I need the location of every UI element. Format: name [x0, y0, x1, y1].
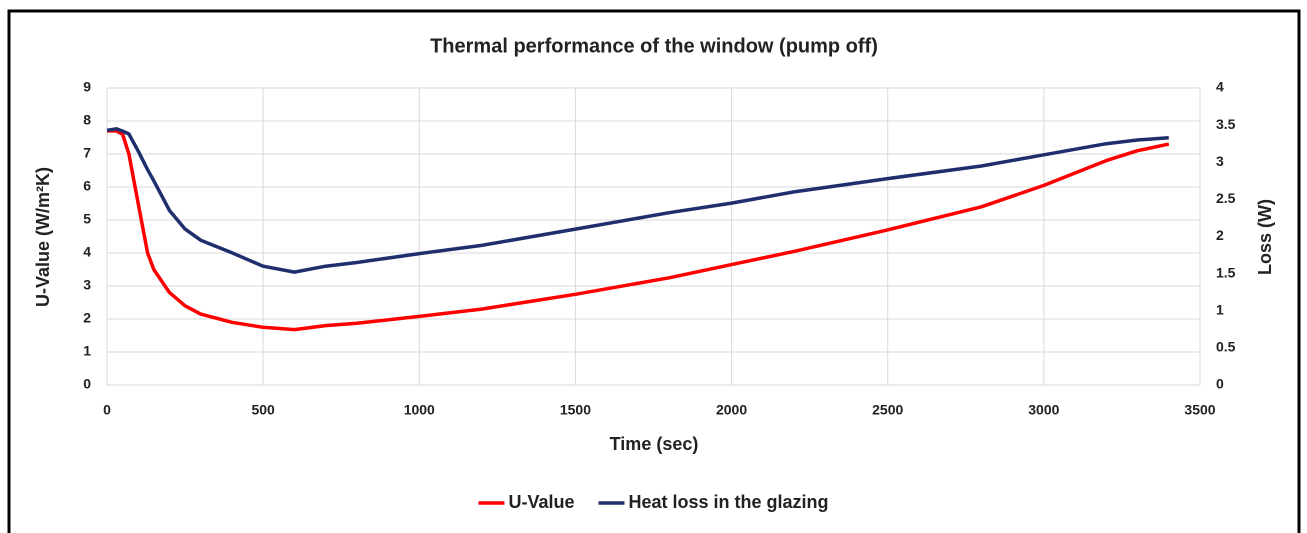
x-tick-label: 3500	[1184, 402, 1215, 418]
y2-tick-label: 3	[1216, 153, 1224, 169]
x-tick-label: 2500	[872, 402, 903, 418]
y-tick-label: 7	[83, 145, 91, 161]
y2-tick-label: 0	[1216, 376, 1224, 392]
y-tick-label: 3	[83, 277, 91, 293]
x-tick-label: 1500	[560, 402, 591, 418]
legend-label: U-Value	[508, 492, 574, 512]
y2-tick-label: 3.5	[1216, 116, 1236, 132]
y-tick-label: 6	[83, 178, 91, 194]
y-tick-label: 0	[83, 376, 91, 392]
chart-title: Thermal performance of the window (pump …	[430, 35, 878, 57]
y-tick-label: 9	[83, 79, 91, 95]
x-tick-label: 3000	[1028, 402, 1059, 418]
y2-tick-label: 1	[1216, 301, 1224, 317]
line-series	[106, 127, 1169, 274]
x-axis-label: Time (sec)	[610, 434, 699, 454]
y-tick-label: 8	[83, 112, 91, 128]
y2-tick-label: 1.5	[1216, 264, 1236, 280]
y2-tick-label: 2.5	[1216, 190, 1236, 206]
x-tick-label: 500	[251, 402, 275, 418]
y-tick-label: 5	[83, 211, 91, 227]
y-tick-label: 4	[83, 244, 91, 260]
x-tick-label: 2000	[716, 402, 747, 418]
y2-tick-label: 0.5	[1216, 339, 1236, 355]
y-tick-label: 1	[83, 343, 91, 359]
x-tick-label: 0	[103, 402, 111, 418]
y-axis-label: U-Value (W/m²K)	[33, 167, 53, 307]
y2-tick-label: 4	[1216, 79, 1224, 95]
y-tick-label: 2	[83, 310, 91, 326]
chart-frame	[7, 9, 1301, 533]
x-tick-label: 1000	[404, 402, 435, 418]
y2-axis-label: Loss (W)	[1255, 199, 1275, 275]
line-series	[107, 129, 1170, 332]
y2-tick-label: 2	[1216, 227, 1224, 243]
legend-label: Heat loss in the glazing	[629, 492, 829, 512]
